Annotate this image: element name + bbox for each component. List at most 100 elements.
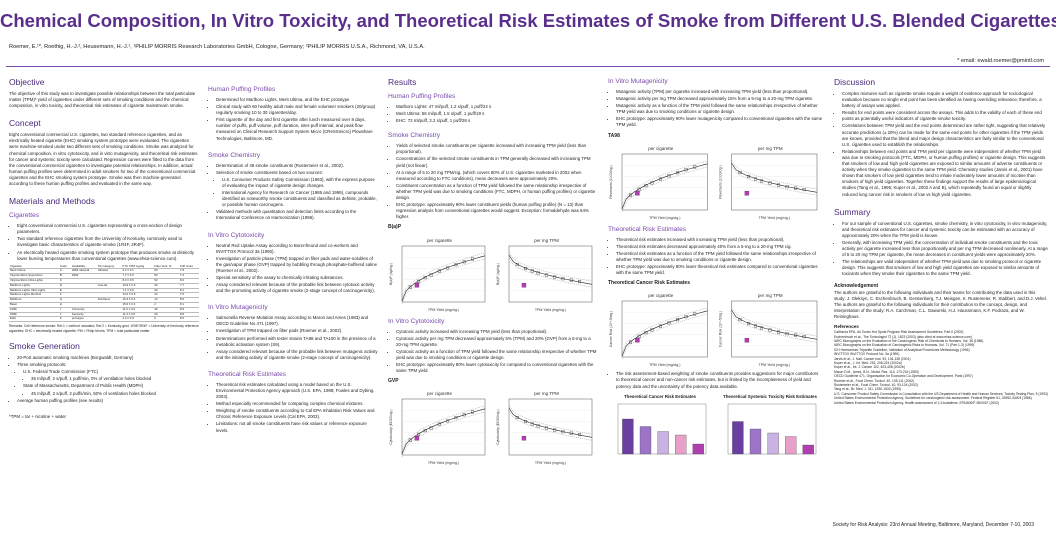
results-cytotoxicity-heading: In Vitro Cytotoxicity bbox=[388, 317, 445, 325]
chart-panel: per cigarette TPM Yield (mg/cig.) Cancer R… bbox=[609, 293, 708, 367]
list-item: EHC prototype: approximately 80% lower t… bbox=[616, 264, 823, 276]
list-item: Yields of selected smoke constituents pe… bbox=[396, 143, 598, 155]
confidence-line bbox=[731, 313, 818, 343]
list-item: The risk assessment-based weighting of s… bbox=[616, 371, 823, 389]
table-cell: 8.6 bbox=[178, 297, 199, 304]
discussion-heading: Discussion bbox=[834, 77, 876, 87]
data-point bbox=[544, 426, 548, 430]
smoke-chemistry-heading: Smoke Chemistry bbox=[208, 151, 261, 159]
list-item: Limitations: not all smoke constituents … bbox=[216, 421, 378, 433]
list-item: Results for end points were consistent a… bbox=[842, 110, 1048, 122]
objective-heading: Objective bbox=[9, 77, 45, 87]
list-item: Constituent concentration as a function … bbox=[396, 183, 598, 201]
results-puffing-list: Marlboro Lights: 47 ml/puff, 1.2 s/puff,… bbox=[388, 104, 598, 124]
list-item: Investigation of TPM trapped on filter p… bbox=[216, 328, 378, 334]
table-cell: 2R4F bbox=[9, 312, 59, 318]
data-point bbox=[578, 433, 582, 437]
table-cell bbox=[70, 292, 97, 299]
acknowledgement-heading: Acknowledgement bbox=[834, 283, 879, 290]
list-item: First cigarette of the day and first cig… bbox=[216, 117, 378, 141]
list-item: EHC prototype: approximately 90% lower c… bbox=[396, 202, 598, 220]
reference-item: California EPA. Air Toxics Hot Spots Pro… bbox=[834, 330, 964, 335]
data-point bbox=[561, 430, 565, 434]
discussion-list: Complex mixtures such as cigarette smoke… bbox=[834, 91, 1048, 198]
table-cell: Virginia Slims Superslims bbox=[9, 273, 59, 280]
data-point bbox=[676, 170, 680, 174]
data-point bbox=[429, 426, 433, 430]
data-point bbox=[569, 431, 573, 435]
data-point bbox=[524, 420, 528, 424]
table-row: Marlboro Lights Menthol F 13.0 ± 0.5 23 7.5 bbox=[9, 292, 199, 299]
reference-item: Eschenbruch et al., The Toxicologist 72 … bbox=[834, 334, 972, 339]
data-point bbox=[777, 183, 781, 187]
reference-item: Kuper et al., J. Int. Med. 252, 206-224 … bbox=[834, 360, 902, 365]
bar-chart-1-wrap: Theoretical Cancer Risk Estimates bbox=[608, 394, 712, 462]
panel-title: per mg TPM bbox=[758, 146, 783, 151]
results-mutagenicity-list: Mutagenic activity (TPM) per cigarette i… bbox=[608, 89, 823, 129]
contact-email[interactable]: * email: ewald.roemer@pmintl.com bbox=[957, 58, 1044, 64]
list-item: EHC: 72 ml/puff, 2.2 s/puff, 1 puff/28 s bbox=[396, 118, 598, 124]
results-risk-list: Theoretical risk estimates increased wit… bbox=[608, 237, 823, 277]
plot-area bbox=[401, 399, 486, 456]
data-point bbox=[423, 429, 427, 433]
x-axis-label: TPM Yield (mg/cig.) bbox=[428, 308, 459, 312]
table-header-cell: FTC TPM mg/cig bbox=[121, 264, 154, 270]
table-cell: B bbox=[58, 273, 71, 280]
table-cell: Full-flavor bbox=[96, 297, 122, 304]
table-header-cell: Code bbox=[58, 264, 71, 270]
table-header-cell: Cigarette bbox=[9, 264, 59, 270]
bar bbox=[692, 443, 704, 454]
cytotoxicity-heading: In Vitro Cytotoxicity bbox=[208, 231, 265, 239]
human-puffing-list: Determined for Marlboro Lights, Merit Ul… bbox=[208, 97, 378, 142]
list-item: 45 ml/puff, 2 s/puff, 2 puffs/min, 50% o… bbox=[31, 391, 199, 397]
list-item: Determinations performed with tester str… bbox=[216, 336, 378, 348]
list-item: Validated methods with quantitation and … bbox=[216, 209, 378, 221]
bar bbox=[767, 432, 779, 454]
data-point bbox=[650, 180, 654, 184]
column-3: Results Human Puffing Profiles Marlboro … bbox=[388, 72, 598, 465]
list-item: An electrically heated cigarette smoking… bbox=[17, 250, 199, 262]
table-cell bbox=[96, 292, 122, 299]
table-cell: Marlboro Lights Menthol bbox=[9, 293, 59, 299]
table-cell: 30 bbox=[153, 312, 179, 318]
data-point bbox=[629, 193, 633, 197]
concept-text: Eight conventional commercial U.S. cigar… bbox=[9, 132, 198, 187]
table-cell: 8.8 bbox=[178, 312, 199, 318]
data-point bbox=[454, 416, 458, 420]
list-item: Complex mixtures such as cigarette smoke… bbox=[842, 91, 1048, 109]
confidence-line bbox=[401, 252, 486, 298]
poster-title: Chemical Composition, In Vitro Toxicity,… bbox=[0, 10, 1056, 31]
list-item: State of Massachusetts, Department of Pu… bbox=[23, 383, 199, 389]
chart-panel: per cigarette TPM Yield (mg/cig.) B(a)P (n… bbox=[389, 238, 486, 312]
data-point bbox=[777, 330, 781, 334]
list-item: Theoretical risk estimates as a function… bbox=[616, 251, 823, 263]
reference-item: ICH Harmonised Tripartite Guideline, Val… bbox=[834, 347, 970, 352]
bar-chart-2-label: Theoretical Systemic Toxicity Risk Estim… bbox=[723, 393, 817, 399]
table-row: Marlboro Lights Ultra Lights E 7.1 ± 0.5 40… bbox=[9, 288, 199, 294]
data-point bbox=[644, 183, 648, 187]
x-axis-label: TPM Yield (mg/cig.) bbox=[535, 308, 566, 312]
reference-item: Rustemeier et al., Food Chem. Toxicol. 4… bbox=[834, 382, 918, 387]
data-point bbox=[802, 187, 806, 191]
table-cell: 0 bbox=[153, 317, 179, 323]
data-point bbox=[637, 187, 641, 191]
y-axis-label: Cytotoxicity (EC50/cig.) bbox=[496, 410, 500, 445]
data-point bbox=[738, 318, 742, 322]
table-cell: 8.1 bbox=[178, 302, 199, 308]
reference-item: Kuper et al., Int. J. Cancer 102, 403-40… bbox=[834, 365, 905, 370]
table-row: Marlboro Lights D Low-tar 10.9 ± 0.6 30 7.7 bbox=[9, 283, 199, 289]
data-point bbox=[536, 424, 540, 428]
table-cell: K bbox=[58, 317, 71, 323]
plot-area bbox=[508, 399, 593, 456]
table-cell: 40 bbox=[153, 288, 179, 294]
chart-panel: per mg TPM TPM Yield (mg/cig.) Cytotoxicit… bbox=[496, 391, 593, 465]
data-point bbox=[794, 186, 798, 190]
confidence-line bbox=[731, 307, 818, 337]
list-item: Theoretical risk estimates increased wit… bbox=[616, 237, 823, 243]
list-item: U.S. Federal Trade Commission (FTC) bbox=[23, 369, 199, 375]
table-note: Remarks: Cell reference smoke: Ref.1 = m… bbox=[9, 324, 199, 333]
results-chemistry-heading: Smoke Chemistry bbox=[388, 132, 441, 140]
cancer-chart-label: Theoretical Cancer Risk Estimates bbox=[608, 280, 690, 287]
table-cell bbox=[70, 278, 97, 284]
